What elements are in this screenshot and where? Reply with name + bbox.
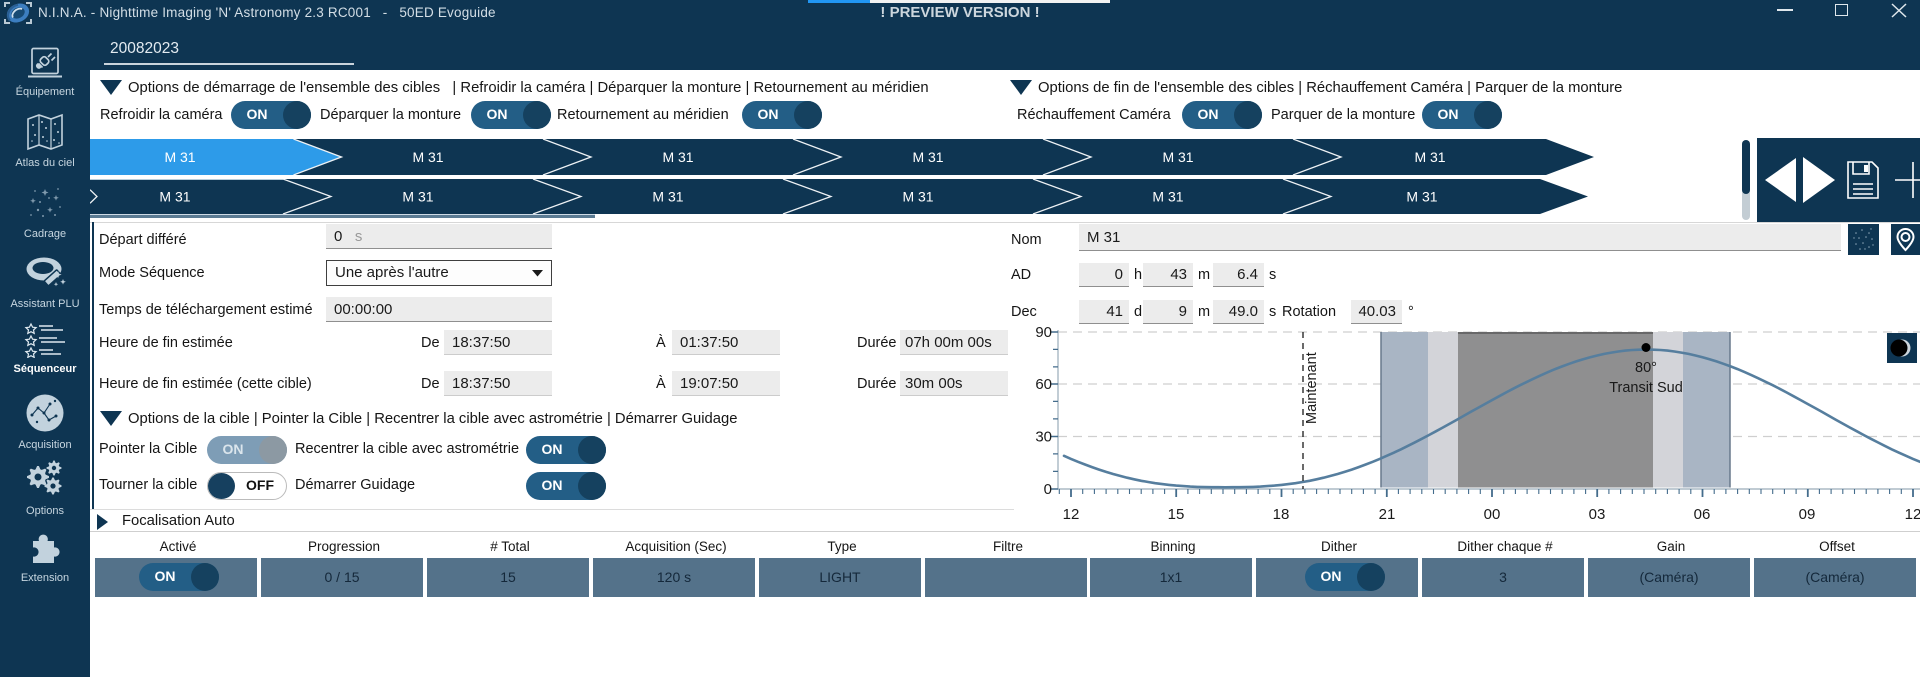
svg-text:06: 06 [1694,506,1711,523]
svg-text:80°: 80° [1635,360,1657,376]
svg-text:M 31: M 31 [902,190,933,205]
svg-text:Maintenant: Maintenant [1304,352,1320,424]
svg-text:90: 90 [1035,324,1052,341]
svg-text:21: 21 [1379,506,1396,523]
svg-text:M 31: M 31 [662,149,693,165]
svg-text:Transit Sud: Transit Sud [1609,380,1683,396]
svg-text:18: 18 [1273,506,1290,523]
svg-text:12: 12 [1905,506,1920,523]
svg-text:M 31: M 31 [164,149,195,165]
svg-text:M 31: M 31 [1152,190,1183,205]
svg-text:12: 12 [1063,506,1080,523]
svg-text:M 31: M 31 [1406,190,1437,205]
svg-text:00: 00 [1484,506,1501,523]
svg-text:M 31: M 31 [912,149,943,165]
svg-text:03: 03 [1589,506,1606,523]
svg-text:30: 30 [1035,429,1052,446]
svg-text:M 31: M 31 [1162,149,1193,165]
svg-text:15: 15 [1168,506,1185,523]
svg-text:M 31: M 31 [402,190,433,205]
svg-text:60: 60 [1035,376,1052,393]
svg-text:M 31: M 31 [1414,149,1445,165]
svg-text:M 31: M 31 [412,149,443,165]
svg-text:M 31: M 31 [159,190,190,205]
svg-text:09: 09 [1799,506,1816,523]
svg-text:0: 0 [1044,481,1052,498]
svg-text:M 31: M 31 [652,190,683,205]
